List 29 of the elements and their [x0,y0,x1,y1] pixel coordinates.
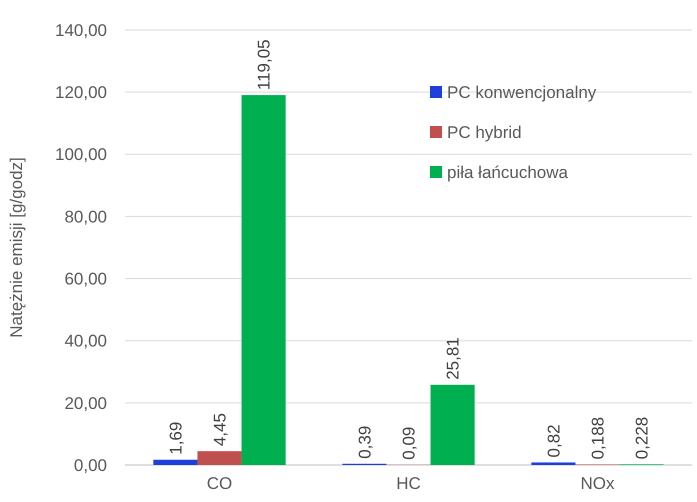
bar [153,460,198,465]
data-label: 4,45 [210,413,230,446]
data-label: 0,39 [355,426,374,459]
data-label: 0,228 [632,416,652,460]
y-tick-label: 140,00 [55,20,107,40]
y-tick-label: 40,00 [64,332,107,351]
data-label: 0,09 [400,426,418,460]
y-tick-label: 80,00 [64,207,107,226]
data-label: 25,81 [444,337,463,380]
y-tick-label: 60,00 [64,270,107,289]
y-tick-label: 20,00 [64,394,107,413]
y-axis-title: Natężnie emisji [g/godz] [7,157,26,338]
legend-label: piła łańcuchowa [447,162,569,182]
legend-label: PC hybrid [447,122,522,142]
bar [430,384,475,465]
legend-label: PC konwencjonalny [447,82,597,102]
y-tick-label: 0,00 [74,456,107,475]
x-tick-label: CO [206,474,232,493]
x-tick-label: HC [396,474,421,493]
x-tick-label: NOx [580,474,615,493]
data-label: 0,82 [544,424,564,458]
bar [531,462,576,465]
y-tick-label: 100,00 [55,145,107,164]
y-tick-label: 120,00 [55,83,107,102]
data-label: 119,05 [254,39,274,90]
data-label: 0,188 [588,416,608,460]
bar [197,451,242,465]
bar [242,95,286,465]
data-label: 1,69 [166,422,186,455]
